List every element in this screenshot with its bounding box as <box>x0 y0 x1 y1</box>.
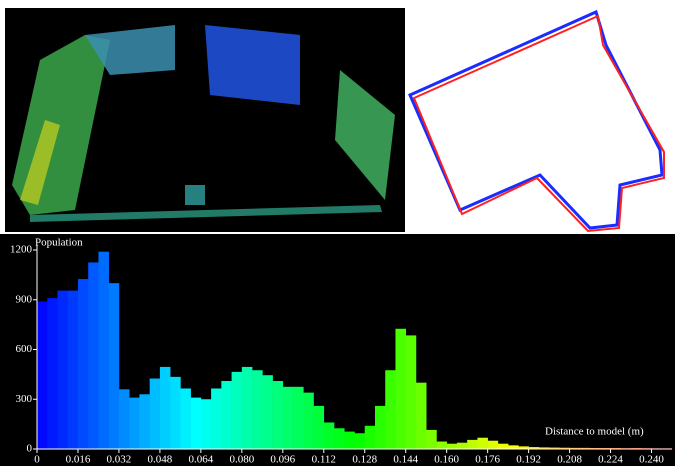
x-tick-label: 0.176 <box>475 454 500 466</box>
histogram-bar <box>303 393 314 449</box>
histogram-bar <box>119 389 130 449</box>
histogram-bar <box>47 298 58 449</box>
x-tick-label: 0.112 <box>312 454 336 466</box>
x-tick-label: 0.192 <box>516 454 541 466</box>
histogram-bar <box>211 388 222 449</box>
histogram-bar <box>170 377 181 449</box>
histogram-bar <box>98 252 109 449</box>
x-tick-label: 0.064 <box>188 454 213 466</box>
x-tick-label: 0.128 <box>352 454 377 466</box>
histogram-bar <box>232 372 243 449</box>
x-tick-label: 0.144 <box>393 454 418 466</box>
y-tick-label: 1200 <box>10 244 33 256</box>
x-tick-label: 0.208 <box>557 454 582 466</box>
y-axis-title: Population <box>35 237 83 249</box>
histogram-bar <box>129 398 140 449</box>
histogram-bar <box>406 335 417 449</box>
y-tick-label: 300 <box>16 393 33 405</box>
y-tick-label: 0 <box>27 443 33 455</box>
x-tick-label: 0.240 <box>639 454 664 466</box>
histogram-bar <box>426 430 437 449</box>
histogram-bar <box>314 406 325 449</box>
histogram-bar <box>242 367 253 449</box>
histogram-bar <box>57 291 68 449</box>
histogram-bar <box>477 438 488 449</box>
histogram-bar <box>201 399 212 449</box>
histogram-bar <box>273 381 284 449</box>
histogram-bar <box>375 406 386 449</box>
histogram-bar <box>252 370 263 449</box>
histogram-bar <box>78 279 89 449</box>
point-cloud-view <box>5 8 405 232</box>
x-tick-label: 0.080 <box>229 454 254 466</box>
x-tick-label: 0.096 <box>270 454 295 466</box>
histogram-bar <box>160 367 171 449</box>
floorplan-outline <box>406 8 675 232</box>
histogram-bar <box>355 433 366 449</box>
x-tick-label: 0.048 <box>148 454 173 466</box>
histogram-bar <box>109 283 120 449</box>
histogram-bar <box>344 432 355 449</box>
histogram-bar <box>488 441 499 449</box>
histogram-bar <box>139 394 150 449</box>
histogram-bar <box>293 387 304 449</box>
histogram-bar <box>221 381 232 449</box>
figure: Population Distance to model (m) 0 300 600… <box>0 0 675 466</box>
histogram-bar <box>436 442 447 449</box>
x-tick-label: 0.032 <box>107 454 132 466</box>
y-tick-label: 900 <box>16 293 33 305</box>
histogram-bar <box>150 379 161 449</box>
histogram-bar <box>334 428 345 449</box>
x-tick-label: 0.016 <box>66 454 91 466</box>
y-tick-label: 600 <box>16 343 33 355</box>
histogram-bar <box>498 444 509 449</box>
histogram-bar <box>467 440 478 449</box>
histogram-bar <box>262 375 273 449</box>
histogram-bar <box>385 370 396 449</box>
histogram-bar <box>508 445 519 449</box>
histogram-bar <box>68 291 79 449</box>
histogram-bar <box>88 262 99 449</box>
x-tick-label: 0 <box>34 454 40 466</box>
histogram-bar <box>365 426 376 449</box>
histogram-bar <box>37 301 48 449</box>
histogram-bar <box>191 398 202 449</box>
histogram-bar <box>180 388 191 449</box>
x-axis-title: Distance to model (m) <box>545 426 644 438</box>
histogram-bar <box>447 444 458 449</box>
histogram-bar <box>457 443 468 449</box>
histogram-bar <box>416 383 427 449</box>
histogram-bar <box>395 329 406 449</box>
histogram-bar <box>324 422 335 449</box>
x-tick-label: 0.224 <box>598 454 623 466</box>
x-tick-label: 0.160 <box>434 454 459 466</box>
histogram-bar <box>283 387 294 449</box>
